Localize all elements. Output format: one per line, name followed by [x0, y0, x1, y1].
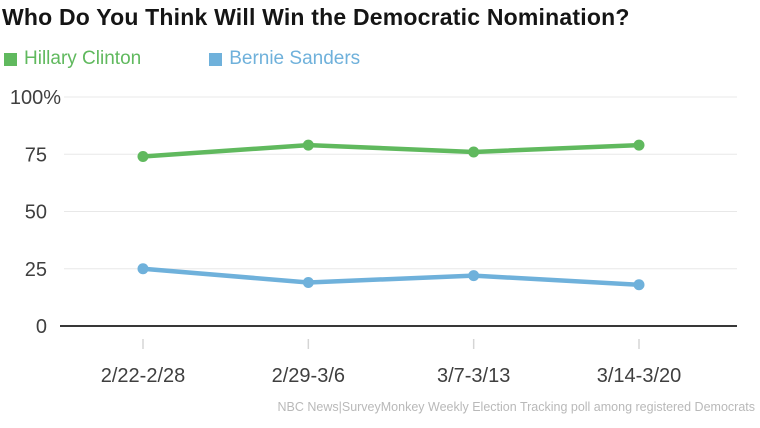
legend-label: Bernie Sanders — [229, 48, 361, 69]
legend-swatch-icon — [209, 52, 223, 66]
y-tick-label: 50 — [25, 202, 47, 224]
series-line-bernie-sanders — [140, 266, 642, 288]
data-point-bernie-sanders-2[interactable] — [468, 270, 480, 282]
x-tick-label: 3/14-3/20 — [597, 365, 682, 387]
series-line-hillary-clinton — [140, 142, 642, 159]
y-tick-label: 100% — [10, 87, 61, 109]
legend-item-hillary-clinton[interactable]: Hillary Clinton — [4, 48, 141, 70]
data-point-hillary-clinton-1[interactable] — [302, 139, 314, 151]
chart-title: Who Do You Think Will Win the Democratic… — [2, 4, 630, 30]
x-tick-label: 2/22-2/28 — [101, 365, 186, 387]
data-point-hillary-clinton-2[interactable] — [468, 146, 480, 158]
source-note: NBC News|SurveyMonkey Weekly Election Tr… — [277, 400, 755, 414]
data-point-hillary-clinton-0[interactable] — [137, 151, 149, 163]
legend: Hillary Clinton Bernie Sanders — [4, 48, 360, 70]
x-tick-label: 2/29-3/6 — [272, 365, 345, 387]
y-tick-label: 25 — [25, 259, 47, 281]
legend-swatch-icon — [4, 52, 17, 66]
legend-item-bernie-sanders[interactable]: Bernie Sanders — [209, 48, 360, 70]
data-point-bernie-sanders-3[interactable] — [633, 279, 645, 291]
y-tick-label: 0 — [36, 316, 47, 338]
x-tick-label: 3/7-3/13 — [437, 365, 510, 387]
data-point-bernie-sanders-1[interactable] — [302, 276, 314, 288]
data-point-bernie-sanders-0[interactable] — [137, 263, 149, 275]
data-point-hillary-clinton-3[interactable] — [633, 139, 645, 151]
y-tick-label: 75 — [25, 144, 47, 166]
legend-label: Hillary Clinton — [24, 48, 142, 69]
